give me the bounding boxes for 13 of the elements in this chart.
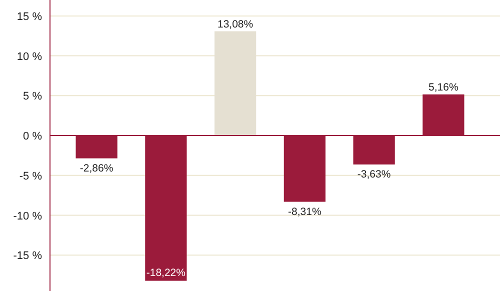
data-label: 13,08% (218, 18, 254, 30)
data-label: -18,22% (146, 266, 186, 279)
y-tick-label: 0 % (23, 130, 42, 143)
y-tick-label: 5 % (23, 90, 42, 103)
y-tick-label: -5 % (19, 170, 42, 182)
data-label: -2,86% (80, 162, 114, 174)
y-tick-label: -10 % (13, 210, 42, 222)
data-label: -8,31% (288, 206, 322, 218)
y-tick-label: 10 % (16, 50, 42, 63)
y-tick-label: -15 % (13, 250, 42, 262)
y-tick-label: 15 % (16, 10, 42, 23)
data-label: 5,16% (428, 81, 458, 94)
data-label: -3,63% (357, 168, 391, 180)
